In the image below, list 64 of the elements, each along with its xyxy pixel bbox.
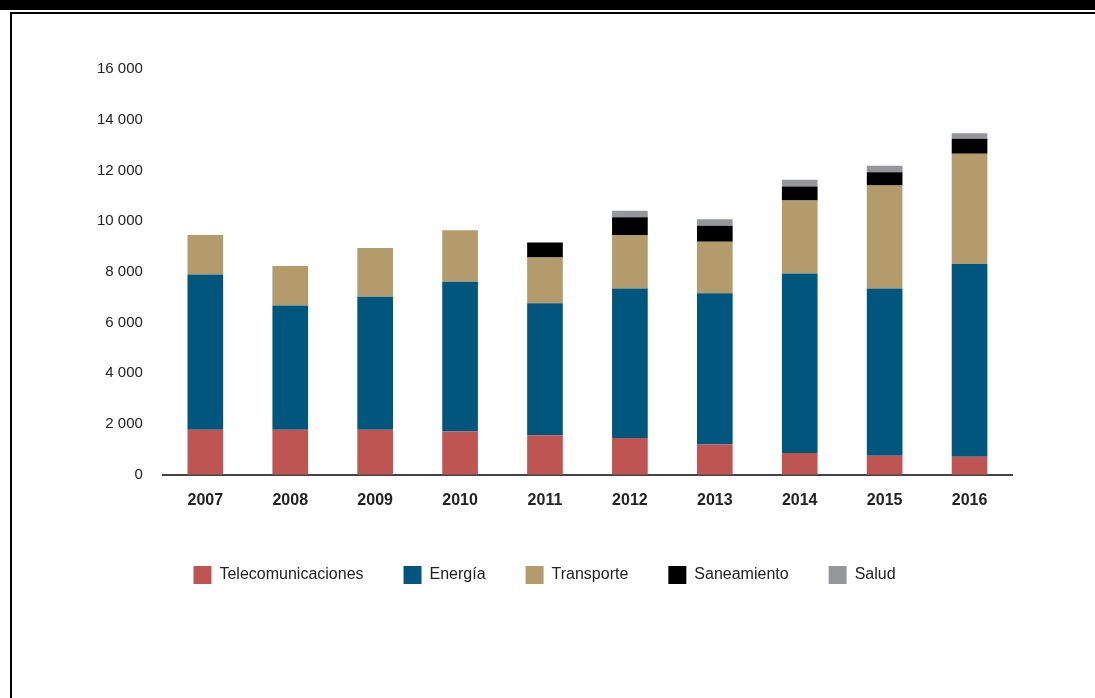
bar bbox=[951, 133, 988, 139]
bar bbox=[951, 138, 988, 154]
legend-label: Transporte bbox=[551, 565, 629, 583]
legend-label: Telecomunicaciones bbox=[219, 565, 364, 583]
bar bbox=[696, 219, 733, 226]
bar bbox=[612, 210, 648, 218]
bar bbox=[272, 429, 309, 475]
legend-label: Salud bbox=[854, 565, 896, 583]
bar bbox=[696, 225, 733, 242]
x-tick-label: 2016 bbox=[951, 490, 988, 508]
y-tick-label: 16 000 bbox=[96, 59, 143, 77]
bar bbox=[272, 305, 309, 430]
bar bbox=[612, 217, 648, 236]
bar bbox=[866, 172, 903, 186]
bar bbox=[357, 248, 393, 297]
bar bbox=[781, 200, 818, 274]
bar bbox=[951, 456, 988, 475]
bar bbox=[187, 274, 224, 430]
x-tick-label: 2009 bbox=[357, 490, 394, 508]
x-tick-label: 2013 bbox=[697, 490, 733, 508]
x-tick-label: 2010 bbox=[442, 490, 478, 508]
bar bbox=[442, 230, 478, 282]
y-tick-label: 4 000 bbox=[105, 363, 143, 381]
x-tick-label: 2007 bbox=[187, 490, 224, 508]
bar bbox=[866, 185, 903, 289]
bar bbox=[187, 235, 224, 275]
bar bbox=[357, 429, 393, 475]
bar bbox=[951, 153, 988, 265]
y-tick-label: 2 000 bbox=[105, 414, 143, 432]
bar bbox=[442, 431, 478, 475]
x-tick-label: 2012 bbox=[612, 490, 648, 508]
y-tick-label: 6 000 bbox=[105, 312, 143, 330]
bar bbox=[442, 281, 478, 432]
bar bbox=[527, 257, 563, 304]
bar bbox=[527, 303, 563, 436]
bar bbox=[866, 288, 903, 456]
y-tick-label: 10 000 bbox=[96, 211, 143, 229]
bar bbox=[612, 235, 648, 289]
bar bbox=[951, 264, 988, 457]
y-tick-label: 14 000 bbox=[96, 109, 143, 127]
legend-label: Saneamiento bbox=[694, 565, 789, 583]
bar bbox=[781, 273, 818, 453]
x-tick-label: 2015 bbox=[866, 490, 903, 508]
bar bbox=[187, 429, 224, 475]
bar bbox=[696, 241, 733, 294]
bar bbox=[527, 435, 563, 475]
bar bbox=[612, 288, 648, 439]
bar bbox=[357, 296, 393, 430]
y-tick-label: 8 000 bbox=[105, 262, 143, 280]
bar bbox=[781, 452, 818, 475]
x-tick-label: 2008 bbox=[272, 490, 309, 508]
bar bbox=[612, 438, 648, 475]
x-tick-label: 2011 bbox=[527, 490, 563, 508]
y-tick-label: 0 bbox=[134, 464, 143, 482]
bar bbox=[781, 186, 818, 201]
bar bbox=[272, 266, 309, 306]
x-tick-label: 2014 bbox=[781, 490, 818, 508]
legend-label: Energía bbox=[429, 565, 486, 583]
bar bbox=[696, 444, 733, 475]
bar bbox=[866, 455, 903, 475]
y-tick-label: 12 000 bbox=[96, 160, 143, 178]
bar bbox=[696, 293, 733, 445]
bar bbox=[527, 242, 563, 258]
bar bbox=[781, 179, 818, 187]
